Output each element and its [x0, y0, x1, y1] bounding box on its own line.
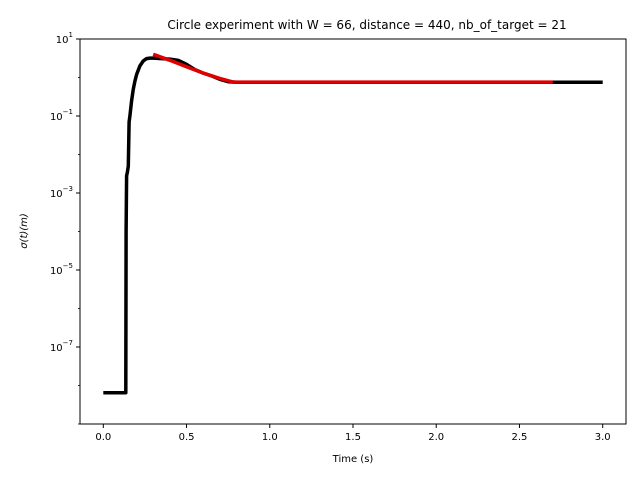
y-tick-label: 10−7 — [50, 339, 73, 354]
x-tick-label: 1.0 — [262, 432, 278, 443]
y-axis: 10−7 10−5 10−3 10−1 101 — [50, 31, 80, 425]
x-tick-label: 2.5 — [512, 432, 528, 443]
x-tick-label: 0.5 — [179, 432, 195, 443]
y-tick-label: 10−5 — [50, 262, 73, 277]
x-axis-label: Time (s) — [332, 454, 374, 465]
y-tick-label: 101 — [56, 31, 73, 46]
x-tick-label: 1.5 — [345, 432, 361, 443]
chart-title: Circle experiment with W = 66, distance … — [167, 18, 566, 32]
x-tick-label: 3.0 — [595, 432, 611, 443]
y-axis-label: σ(t)(m) — [19, 213, 30, 249]
series-line-1 — [152, 52, 553, 84]
y-tick-label: 10−1 — [50, 108, 73, 123]
x-tick-label: 0.0 — [95, 432, 111, 443]
series-layer — [103, 52, 603, 395]
x-axis: 0.0 0.5 1.0 1.5 2.0 2.5 3.0 — [95, 424, 611, 443]
y-tick-label: 10−3 — [50, 185, 73, 200]
x-tick-label: 2.0 — [428, 432, 444, 443]
